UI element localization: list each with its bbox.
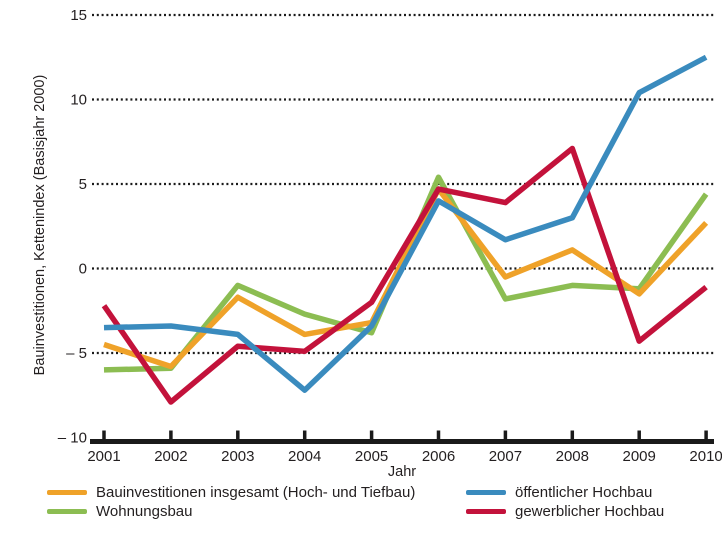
y-tick-label: – 5 [66, 345, 87, 362]
x-tick-label: 2009 [623, 448, 656, 465]
y-tick-label: 10 [70, 92, 87, 109]
x-tick-label: 2008 [556, 448, 589, 465]
x-tick-label: 2003 [221, 448, 254, 465]
x-tick-label: 2005 [355, 448, 388, 465]
x-tick-label: 2010 [689, 448, 722, 465]
x-tick-label: 2007 [489, 448, 522, 465]
x-tick-label: 2006 [422, 448, 455, 465]
y-axis-title: Bauinvestitionen, Kettenindex (Basisjahr… [32, 75, 48, 376]
y-tick-label: 5 [79, 176, 87, 193]
y-tick-label: 0 [79, 261, 87, 278]
series-line-3 [101, 145, 708, 405]
x-tick-label: 2004 [288, 448, 321, 465]
x-tick-label: 2002 [154, 448, 187, 465]
y-tick-label: 15 [70, 7, 87, 24]
x-tick-label: 2001 [87, 448, 120, 465]
series-line-2 [103, 54, 708, 393]
y-tick-label: – 10 [58, 430, 87, 447]
x-axis-title: Jahr [388, 464, 416, 480]
